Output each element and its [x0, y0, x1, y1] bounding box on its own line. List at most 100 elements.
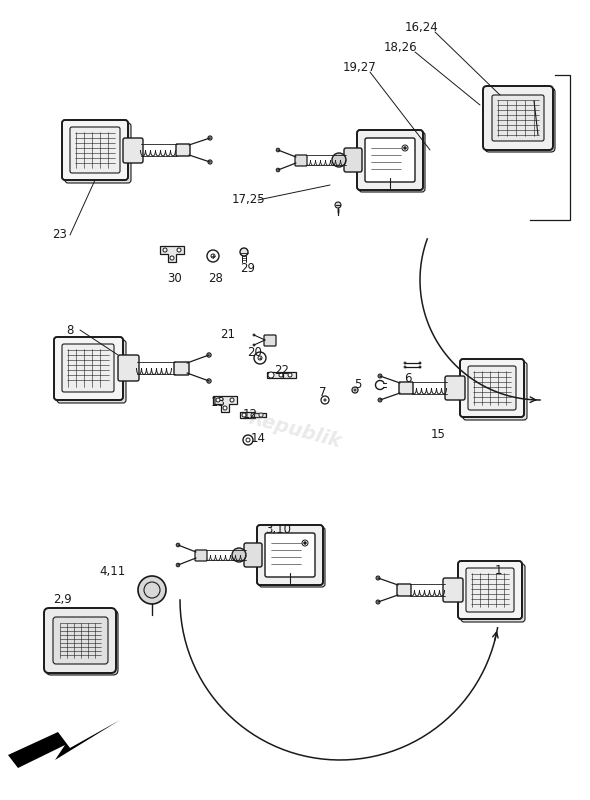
Text: 18,26: 18,26 [383, 42, 417, 54]
Circle shape [223, 406, 227, 410]
Polygon shape [160, 246, 184, 262]
FancyBboxPatch shape [443, 578, 463, 602]
Circle shape [240, 248, 248, 256]
FancyBboxPatch shape [483, 86, 553, 150]
FancyBboxPatch shape [458, 561, 522, 619]
FancyBboxPatch shape [44, 608, 116, 673]
Circle shape [419, 366, 421, 368]
FancyBboxPatch shape [62, 120, 128, 180]
FancyBboxPatch shape [359, 132, 425, 192]
Text: 30: 30 [168, 271, 182, 285]
FancyBboxPatch shape [466, 568, 514, 612]
FancyBboxPatch shape [123, 138, 143, 163]
Circle shape [242, 413, 246, 417]
Text: 3,10: 3,10 [265, 523, 291, 537]
FancyBboxPatch shape [264, 335, 276, 346]
Text: 23: 23 [53, 229, 67, 242]
Text: 28: 28 [208, 271, 224, 285]
Circle shape [208, 136, 212, 140]
FancyBboxPatch shape [460, 359, 524, 417]
Circle shape [268, 372, 274, 378]
FancyBboxPatch shape [463, 362, 527, 420]
Text: 16,24: 16,24 [405, 22, 439, 34]
Text: 19,27: 19,27 [343, 62, 377, 74]
Circle shape [176, 543, 180, 547]
Text: 5: 5 [355, 378, 362, 391]
Polygon shape [267, 372, 283, 378]
Circle shape [404, 146, 406, 149]
Circle shape [279, 373, 283, 377]
Text: 6: 6 [404, 371, 412, 385]
FancyBboxPatch shape [461, 564, 525, 622]
Circle shape [404, 366, 406, 368]
FancyBboxPatch shape [46, 610, 118, 675]
Circle shape [376, 600, 380, 604]
Text: 8: 8 [66, 323, 74, 337]
Text: 12: 12 [242, 409, 257, 422]
Polygon shape [8, 720, 120, 768]
FancyBboxPatch shape [492, 95, 544, 141]
Circle shape [170, 256, 174, 260]
FancyBboxPatch shape [445, 376, 465, 400]
FancyBboxPatch shape [195, 550, 207, 561]
FancyBboxPatch shape [397, 584, 411, 596]
FancyBboxPatch shape [485, 88, 555, 152]
Text: 21: 21 [221, 329, 235, 342]
Circle shape [163, 248, 167, 252]
Text: 13: 13 [211, 395, 225, 409]
Circle shape [207, 378, 211, 383]
Text: 22: 22 [274, 363, 290, 377]
Circle shape [138, 576, 166, 604]
Text: Republik: Republik [247, 409, 343, 451]
Circle shape [378, 374, 382, 378]
Polygon shape [254, 413, 266, 417]
Text: 1: 1 [494, 563, 501, 577]
Circle shape [207, 353, 211, 357]
FancyBboxPatch shape [118, 355, 139, 381]
Circle shape [216, 398, 220, 402]
Polygon shape [283, 372, 296, 378]
Circle shape [253, 334, 255, 336]
FancyBboxPatch shape [257, 525, 323, 585]
FancyBboxPatch shape [244, 543, 262, 567]
FancyBboxPatch shape [176, 144, 190, 156]
Circle shape [376, 576, 380, 580]
Circle shape [176, 563, 180, 566]
Circle shape [230, 398, 234, 402]
Circle shape [404, 362, 406, 364]
FancyBboxPatch shape [53, 617, 108, 664]
FancyBboxPatch shape [265, 533, 315, 577]
Circle shape [378, 398, 382, 402]
FancyBboxPatch shape [295, 155, 307, 166]
Circle shape [304, 542, 306, 544]
Text: 14: 14 [251, 431, 266, 445]
FancyBboxPatch shape [344, 148, 362, 172]
Text: 2,9: 2,9 [53, 594, 71, 606]
FancyBboxPatch shape [399, 382, 413, 394]
FancyBboxPatch shape [54, 337, 123, 400]
FancyBboxPatch shape [65, 123, 131, 183]
Polygon shape [240, 412, 255, 418]
FancyBboxPatch shape [174, 362, 189, 375]
Polygon shape [213, 396, 237, 412]
Circle shape [177, 248, 181, 252]
Circle shape [208, 160, 212, 164]
FancyBboxPatch shape [365, 138, 415, 182]
Circle shape [419, 362, 421, 364]
Circle shape [251, 413, 255, 417]
FancyBboxPatch shape [57, 340, 126, 403]
Circle shape [259, 413, 263, 417]
FancyBboxPatch shape [468, 366, 516, 410]
Text: 29: 29 [241, 262, 255, 274]
Circle shape [253, 344, 255, 346]
Text: 15: 15 [431, 429, 445, 442]
Text: 20: 20 [248, 346, 263, 358]
Circle shape [276, 168, 280, 172]
FancyBboxPatch shape [259, 527, 325, 587]
Circle shape [332, 153, 346, 167]
Text: 17,25: 17,25 [231, 194, 265, 206]
FancyBboxPatch shape [70, 127, 120, 173]
FancyBboxPatch shape [357, 130, 423, 190]
Circle shape [335, 202, 341, 208]
Circle shape [276, 148, 280, 152]
